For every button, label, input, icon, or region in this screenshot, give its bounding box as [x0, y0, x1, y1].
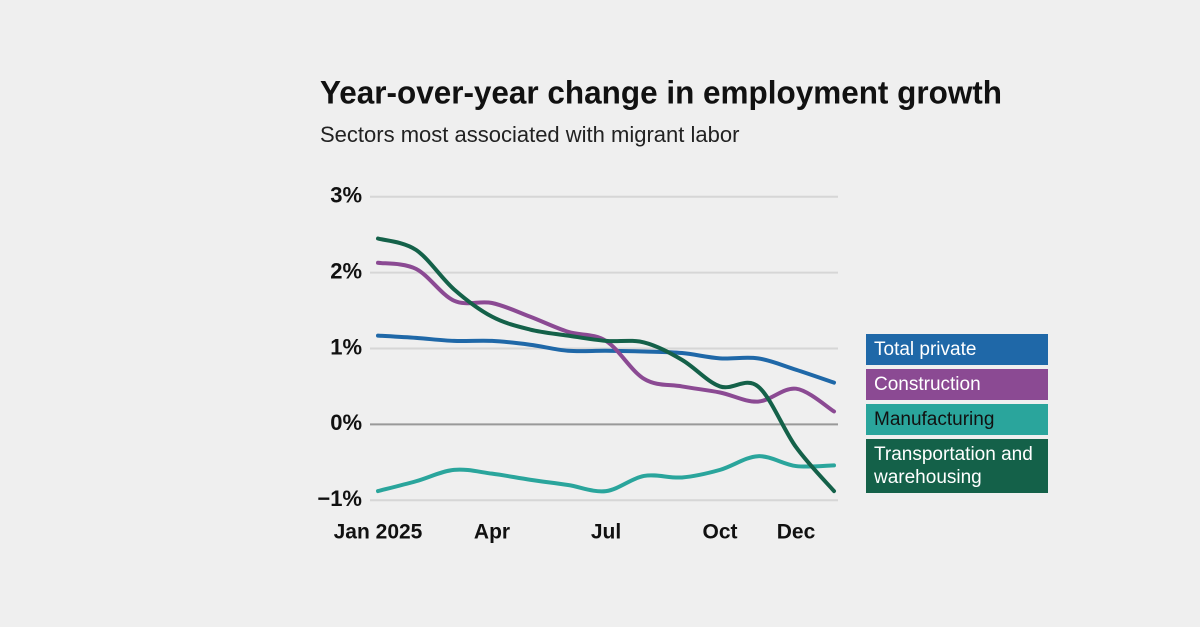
- legend-entry: Manufacturing: [866, 404, 1048, 435]
- legend-entry: Total private: [866, 334, 1048, 365]
- y-tick-label: −1%: [317, 486, 362, 511]
- chart-subtitle: Sectors most associated with migrant lab…: [320, 122, 739, 147]
- chart-title: Year-over-year change in employment grow…: [320, 74, 1002, 110]
- x-tick-label: Dec: [777, 521, 816, 544]
- series-line: [376, 454, 836, 494]
- x-tick-label: Jul: [591, 521, 621, 544]
- series-line: [376, 260, 836, 414]
- x-tick-label: Apr: [474, 521, 510, 544]
- x-tick-label: Jan 2025: [334, 521, 423, 544]
- y-tick-label: 3%: [330, 183, 362, 208]
- legend: Total private Construction Manufacturing Tr…: [866, 334, 1048, 497]
- x-tick-label: Oct: [702, 521, 737, 544]
- y-tick-label: 0%: [330, 410, 362, 435]
- legend-entry: Transportation and warehousing: [866, 439, 1048, 493]
- y-tick-label: 2%: [330, 258, 362, 283]
- series-line: [376, 236, 836, 494]
- legend-entry: Construction: [866, 369, 1048, 400]
- y-tick-label: 1%: [330, 334, 362, 359]
- series-line: [376, 333, 836, 385]
